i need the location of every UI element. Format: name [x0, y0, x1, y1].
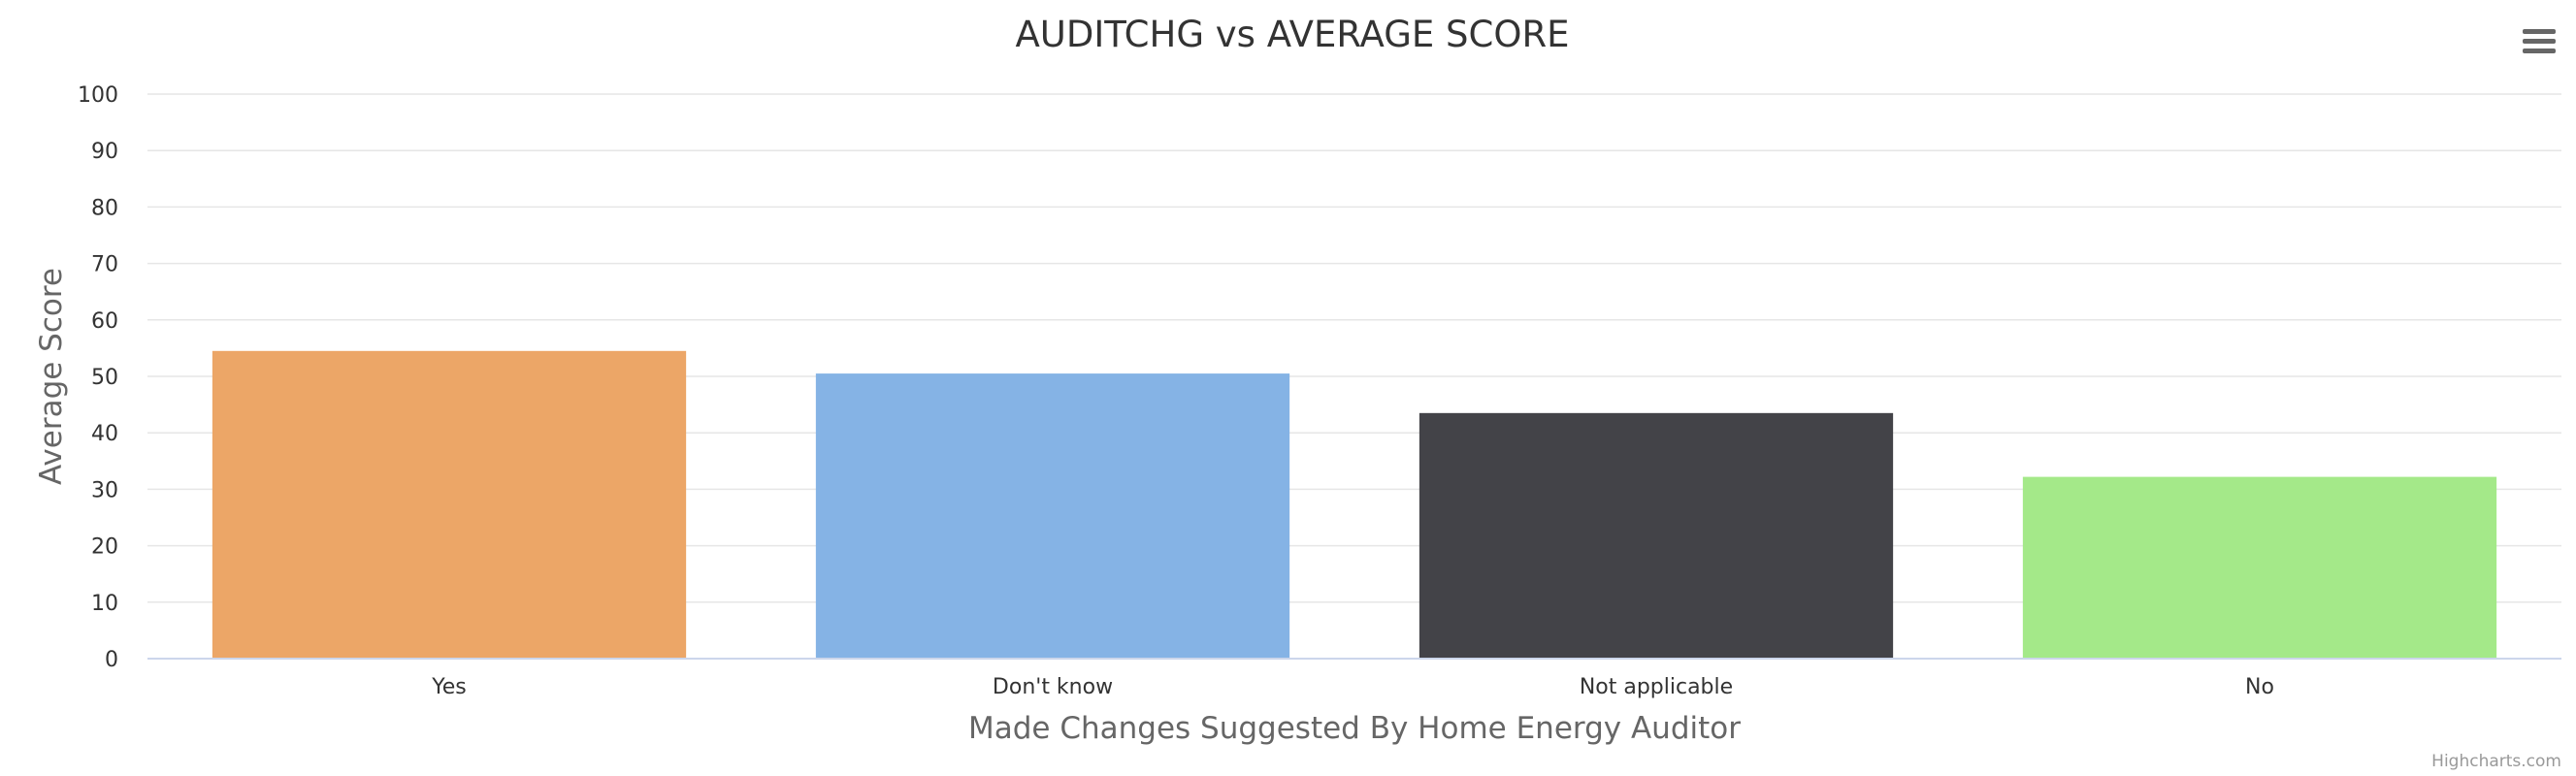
credits-link[interactable]: Highcharts.com [2431, 752, 2561, 771]
x-tick-label: Don't know [993, 675, 1113, 699]
y-tick-label: 80 [91, 196, 118, 220]
y-tick-label: 20 [91, 535, 118, 560]
y-tick-label: 100 [78, 83, 118, 108]
bar-yes[interactable] [212, 350, 687, 659]
y-tick-label: 40 [91, 422, 118, 446]
x-tick-label: Yes [431, 675, 467, 699]
bars [212, 350, 2497, 659]
bar-don-t-know[interactable] [815, 373, 1290, 659]
y-tick-label: 60 [91, 309, 118, 334]
y-tick-label: 50 [91, 366, 118, 390]
hamburger-menu-icon[interactable] [2513, 17, 2556, 60]
y-tick-label: 90 [91, 140, 118, 164]
bar-no[interactable] [2022, 476, 2497, 659]
bar-not-applicable[interactable] [1418, 412, 1894, 659]
y-tick-label: 0 [105, 648, 118, 672]
x-tick-label: No [2245, 675, 2274, 699]
x-axis-title: Made Changes Suggested By Home Energy Au… [968, 711, 1741, 746]
chart-title: AUDITCHG vs AVERAGE SCORE [1015, 14, 1569, 55]
x-axis-ticks: Yes Don't know Not applicable No [431, 675, 2274, 699]
y-axis-title: Average Score [34, 268, 69, 485]
y-tick-label: 30 [91, 478, 118, 502]
y-axis-ticks: 0 10 20 30 40 50 60 70 80 90 100 [78, 83, 118, 672]
y-tick-label: 70 [91, 253, 118, 277]
x-tick-label: Not applicable [1580, 675, 1733, 699]
y-tick-label: 10 [91, 592, 118, 616]
